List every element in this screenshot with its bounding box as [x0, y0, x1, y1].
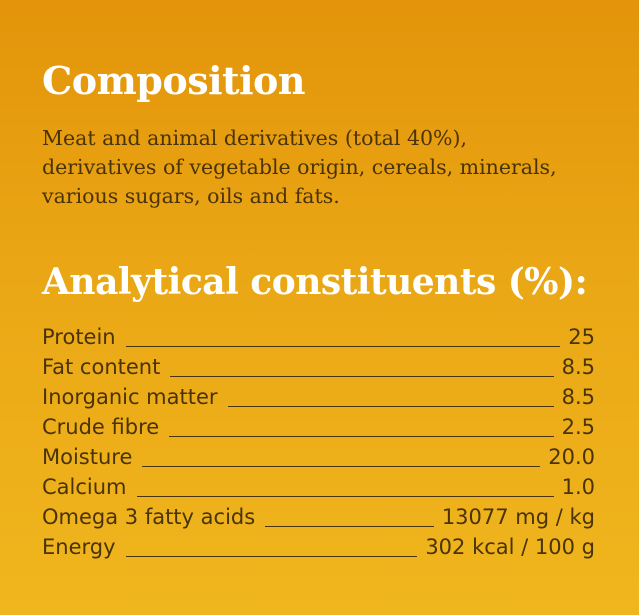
leader-line: [170, 375, 554, 377]
leader-line: [142, 465, 541, 467]
constituent-value: 20.0: [548, 445, 595, 469]
constituent-row-omega-3: Omega 3 fatty acids 13077 mg / kg: [42, 502, 595, 532]
constituent-value: 13077 mg / kg: [441, 505, 595, 529]
constituent-row-protein: Protein 25: [42, 322, 595, 352]
constituent-row-moisture: Moisture 20.0: [42, 442, 595, 472]
constituent-value: 8.5: [561, 385, 595, 409]
constituent-label: Moisture: [42, 445, 133, 469]
constituent-row-crude-fibre: Crude fibre 2.5: [42, 412, 595, 442]
constituent-row-fat-content: Fat content 8.5: [42, 352, 595, 382]
composition-heading: Composition: [42, 58, 306, 103]
constituent-value: 25: [568, 325, 595, 349]
composition-line: derivatives of vegetable origin, cereals…: [42, 155, 557, 179]
constituent-label: Energy: [42, 535, 116, 559]
composition-line: Meat and animal derivatives (total 40%),: [42, 126, 468, 150]
constituent-label: Omega 3 fatty acids: [42, 505, 256, 529]
constituent-label: Inorganic matter: [42, 385, 218, 409]
constituent-value: 2.5: [561, 415, 595, 439]
leader-line: [227, 405, 554, 407]
constituent-label: Calcium: [42, 475, 127, 499]
composition-text: Meat and animal derivatives (total 40%),…: [42, 124, 557, 211]
constituent-row-inorganic-matter: Inorganic matter 8.5: [42, 382, 595, 412]
leader-line: [125, 555, 418, 557]
leader-line: [125, 345, 561, 347]
constituent-row-energy: Energy 302 kcal / 100 g: [42, 532, 595, 562]
constituent-value: 1.0: [561, 475, 595, 499]
constituent-label: Fat content: [42, 355, 161, 379]
leader-line: [169, 435, 554, 437]
analytical-constituents-list: Protein 25 Fat content 8.5 Inorganic mat…: [42, 322, 595, 562]
constituent-label: Crude fibre: [42, 415, 160, 439]
leader-line: [265, 525, 434, 527]
composition-line: various sugars, oils and fats.: [42, 184, 340, 208]
leader-line: [136, 495, 554, 497]
constituent-row-calcium: Calcium 1.0: [42, 472, 595, 502]
constituent-value: 8.5: [561, 355, 595, 379]
analytical-constituents-heading: Analytical constituents (%):: [42, 261, 588, 303]
constituent-label: Protein: [42, 325, 116, 349]
constituent-value: 302 kcal / 100 g: [425, 535, 595, 559]
